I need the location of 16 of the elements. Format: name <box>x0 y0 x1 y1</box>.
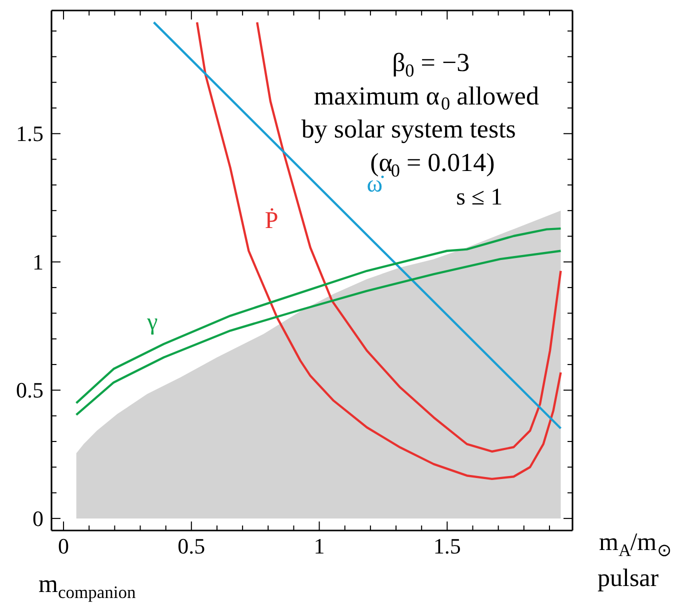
x-tick-label: 0.5 <box>178 534 206 558</box>
annotation: s ≤ 1 <box>456 184 503 211</box>
y-tick-label: 1 <box>32 249 44 274</box>
series-label: Ṗ <box>264 208 278 234</box>
y-tick-label: 0.5 <box>16 378 44 403</box>
line-series <box>256 21 562 453</box>
line-series <box>75 250 562 416</box>
line-series <box>75 227 562 404</box>
x-tick-label: 1 <box>314 534 325 558</box>
line-series <box>196 21 562 480</box>
y-tick-label: 1.5 <box>16 121 44 146</box>
x-tick-label: 1.5 <box>433 534 461 558</box>
annotation: by solar system tests <box>301 114 516 144</box>
y-tick-label: 0 <box>32 506 44 531</box>
series-label: γ <box>146 310 158 336</box>
x-tick-label: 0 <box>58 534 70 558</box>
